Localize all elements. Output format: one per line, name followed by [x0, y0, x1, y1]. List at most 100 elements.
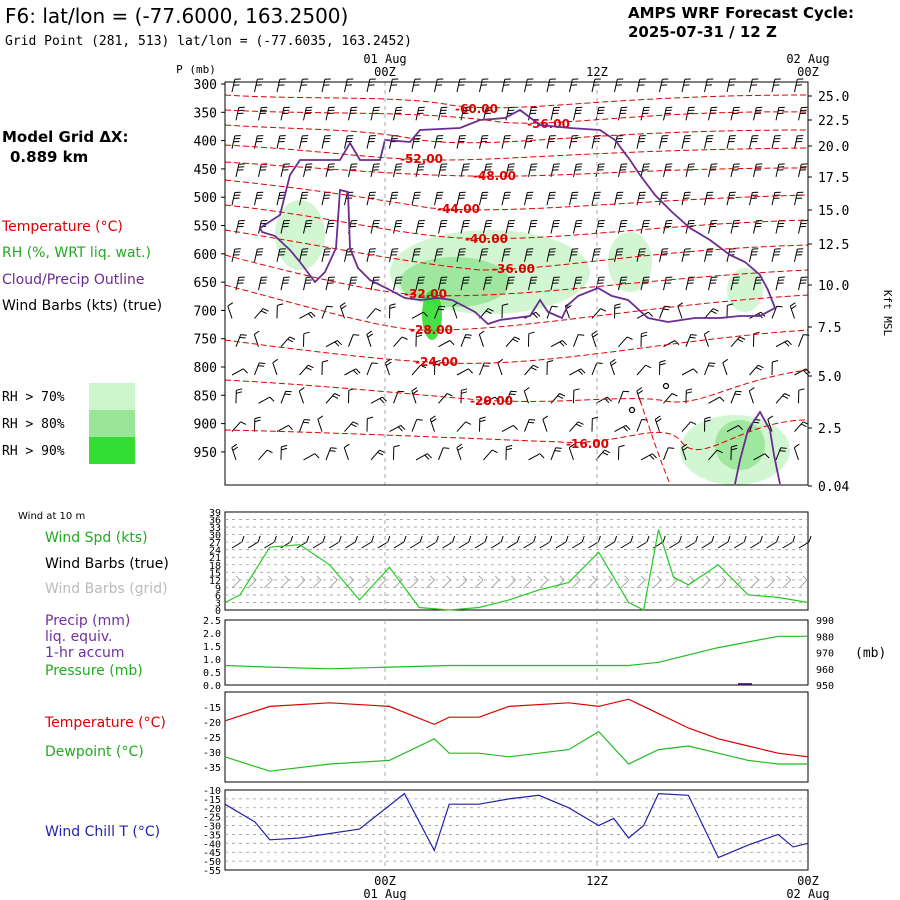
wind-barb	[591, 191, 601, 206]
cross-section-frame	[224, 81, 809, 486]
temp-label: -60.00	[455, 102, 498, 116]
wind-barb	[749, 191, 759, 206]
surface-barb-grid	[426, 575, 435, 589]
cloud-outline	[734, 410, 781, 485]
wind-spd-label: Wind Spd (kts)	[45, 530, 148, 546]
wind-barb	[528, 453, 545, 461]
wind-barb	[343, 443, 350, 461]
surface-barb-grid	[231, 575, 241, 589]
wind-barb	[636, 78, 646, 93]
wind-barb	[775, 163, 785, 178]
wind-barb	[730, 336, 746, 348]
surface-barb-grid	[750, 575, 759, 589]
wind-barb	[708, 449, 723, 461]
wind-barb	[348, 276, 358, 291]
wind-barb	[231, 443, 239, 461]
wind-barb	[640, 106, 650, 121]
wind-barb	[366, 78, 376, 93]
surface-barb-grid	[782, 575, 792, 589]
wind-barb	[659, 191, 669, 206]
wind-barb	[730, 106, 740, 121]
wind-barb	[524, 419, 536, 432]
wind-barb	[708, 396, 725, 404]
pressure-tick-label: 800	[194, 361, 217, 376]
wind-barb	[438, 106, 448, 121]
wind-barb	[722, 358, 729, 376]
pressure-tick-label: 960	[816, 665, 834, 676]
wind-barb	[771, 135, 781, 149]
wind-barb	[704, 308, 719, 319]
wind-barb	[303, 453, 320, 461]
wind-barb	[569, 248, 579, 262]
wind-barb	[344, 191, 354, 206]
wind-barb	[370, 396, 387, 404]
wind-barb	[483, 276, 493, 291]
wind-barb	[704, 362, 716, 376]
wind-barb	[708, 163, 718, 178]
surface-barb-true	[377, 535, 391, 549]
precip-label-3: 1-hr accum	[45, 645, 125, 661]
wind-barb	[681, 78, 691, 93]
wind-barb	[663, 106, 673, 121]
surface-barb-true	[296, 535, 310, 549]
wind-barb	[528, 220, 538, 234]
wind-barb	[546, 78, 556, 93]
wind-barb	[749, 78, 759, 93]
wind-barb	[640, 276, 650, 291]
wind-barb	[663, 163, 673, 178]
wind-tick-label: 0	[215, 606, 221, 617]
wind-barb	[550, 276, 560, 291]
grid-dx-value: 0.889 km	[10, 148, 88, 166]
wind-barb	[550, 106, 560, 121]
wind-barb	[321, 135, 331, 149]
surface-barb-grid	[490, 575, 500, 589]
wind-barb	[505, 444, 513, 460]
wind-barb	[636, 135, 646, 149]
legend-rh70-swatch	[89, 383, 135, 410]
height-tick-label: 0.04	[818, 480, 849, 495]
wind-barb	[749, 364, 764, 376]
wind-barb	[789, 302, 797, 319]
wind-barb	[366, 248, 376, 262]
wind-barb	[384, 358, 392, 376]
wind-barb	[704, 78, 714, 93]
wind-barb	[595, 449, 611, 461]
wind-barb	[231, 248, 241, 262]
surface-barb-true	[636, 535, 650, 549]
wind-barb	[640, 163, 650, 178]
surface-barb-grid	[539, 575, 549, 589]
wind-barb	[254, 135, 264, 149]
bottom-date-1: 01 Aug	[363, 887, 406, 900]
wind-barb	[614, 78, 624, 93]
wind-panel-frame	[224, 511, 809, 611]
wind-barb	[411, 387, 419, 404]
surface-barb-grid	[588, 575, 597, 589]
wind-barb	[591, 308, 607, 319]
wind-barb	[704, 135, 714, 149]
surface-barb-true	[571, 535, 585, 549]
wind-barb	[325, 106, 335, 121]
pressure-tick-label: 750	[194, 333, 217, 348]
wind-tick-label: 36	[209, 516, 221, 527]
windchill-tick-label: -50	[203, 857, 221, 868]
surface-barb-grid	[798, 575, 808, 589]
wind-barb	[366, 308, 382, 319]
wind-barb	[303, 220, 313, 234]
pressure-label: Pressure (mb)	[45, 663, 143, 679]
wind-barb	[478, 330, 485, 347]
wind-barb	[325, 340, 342, 348]
wind-barb	[726, 424, 743, 433]
pressure-tick-label: 950	[194, 446, 217, 461]
wind-panel-header: Wind at 10 m	[18, 511, 85, 522]
cloud-outlines	[258, 108, 781, 485]
wind-barb	[663, 276, 673, 291]
wind-barb	[659, 78, 669, 93]
pressure-unit: (mb)	[855, 646, 886, 661]
wind-barb	[636, 364, 652, 376]
wind-barb	[591, 330, 599, 347]
wind-barb	[366, 362, 378, 376]
wind-barb	[794, 248, 804, 262]
legend-rh80: RH > 80%	[2, 417, 65, 432]
pressure-tick-label: 700	[194, 304, 217, 319]
wind-tick-label: 21	[209, 553, 221, 564]
